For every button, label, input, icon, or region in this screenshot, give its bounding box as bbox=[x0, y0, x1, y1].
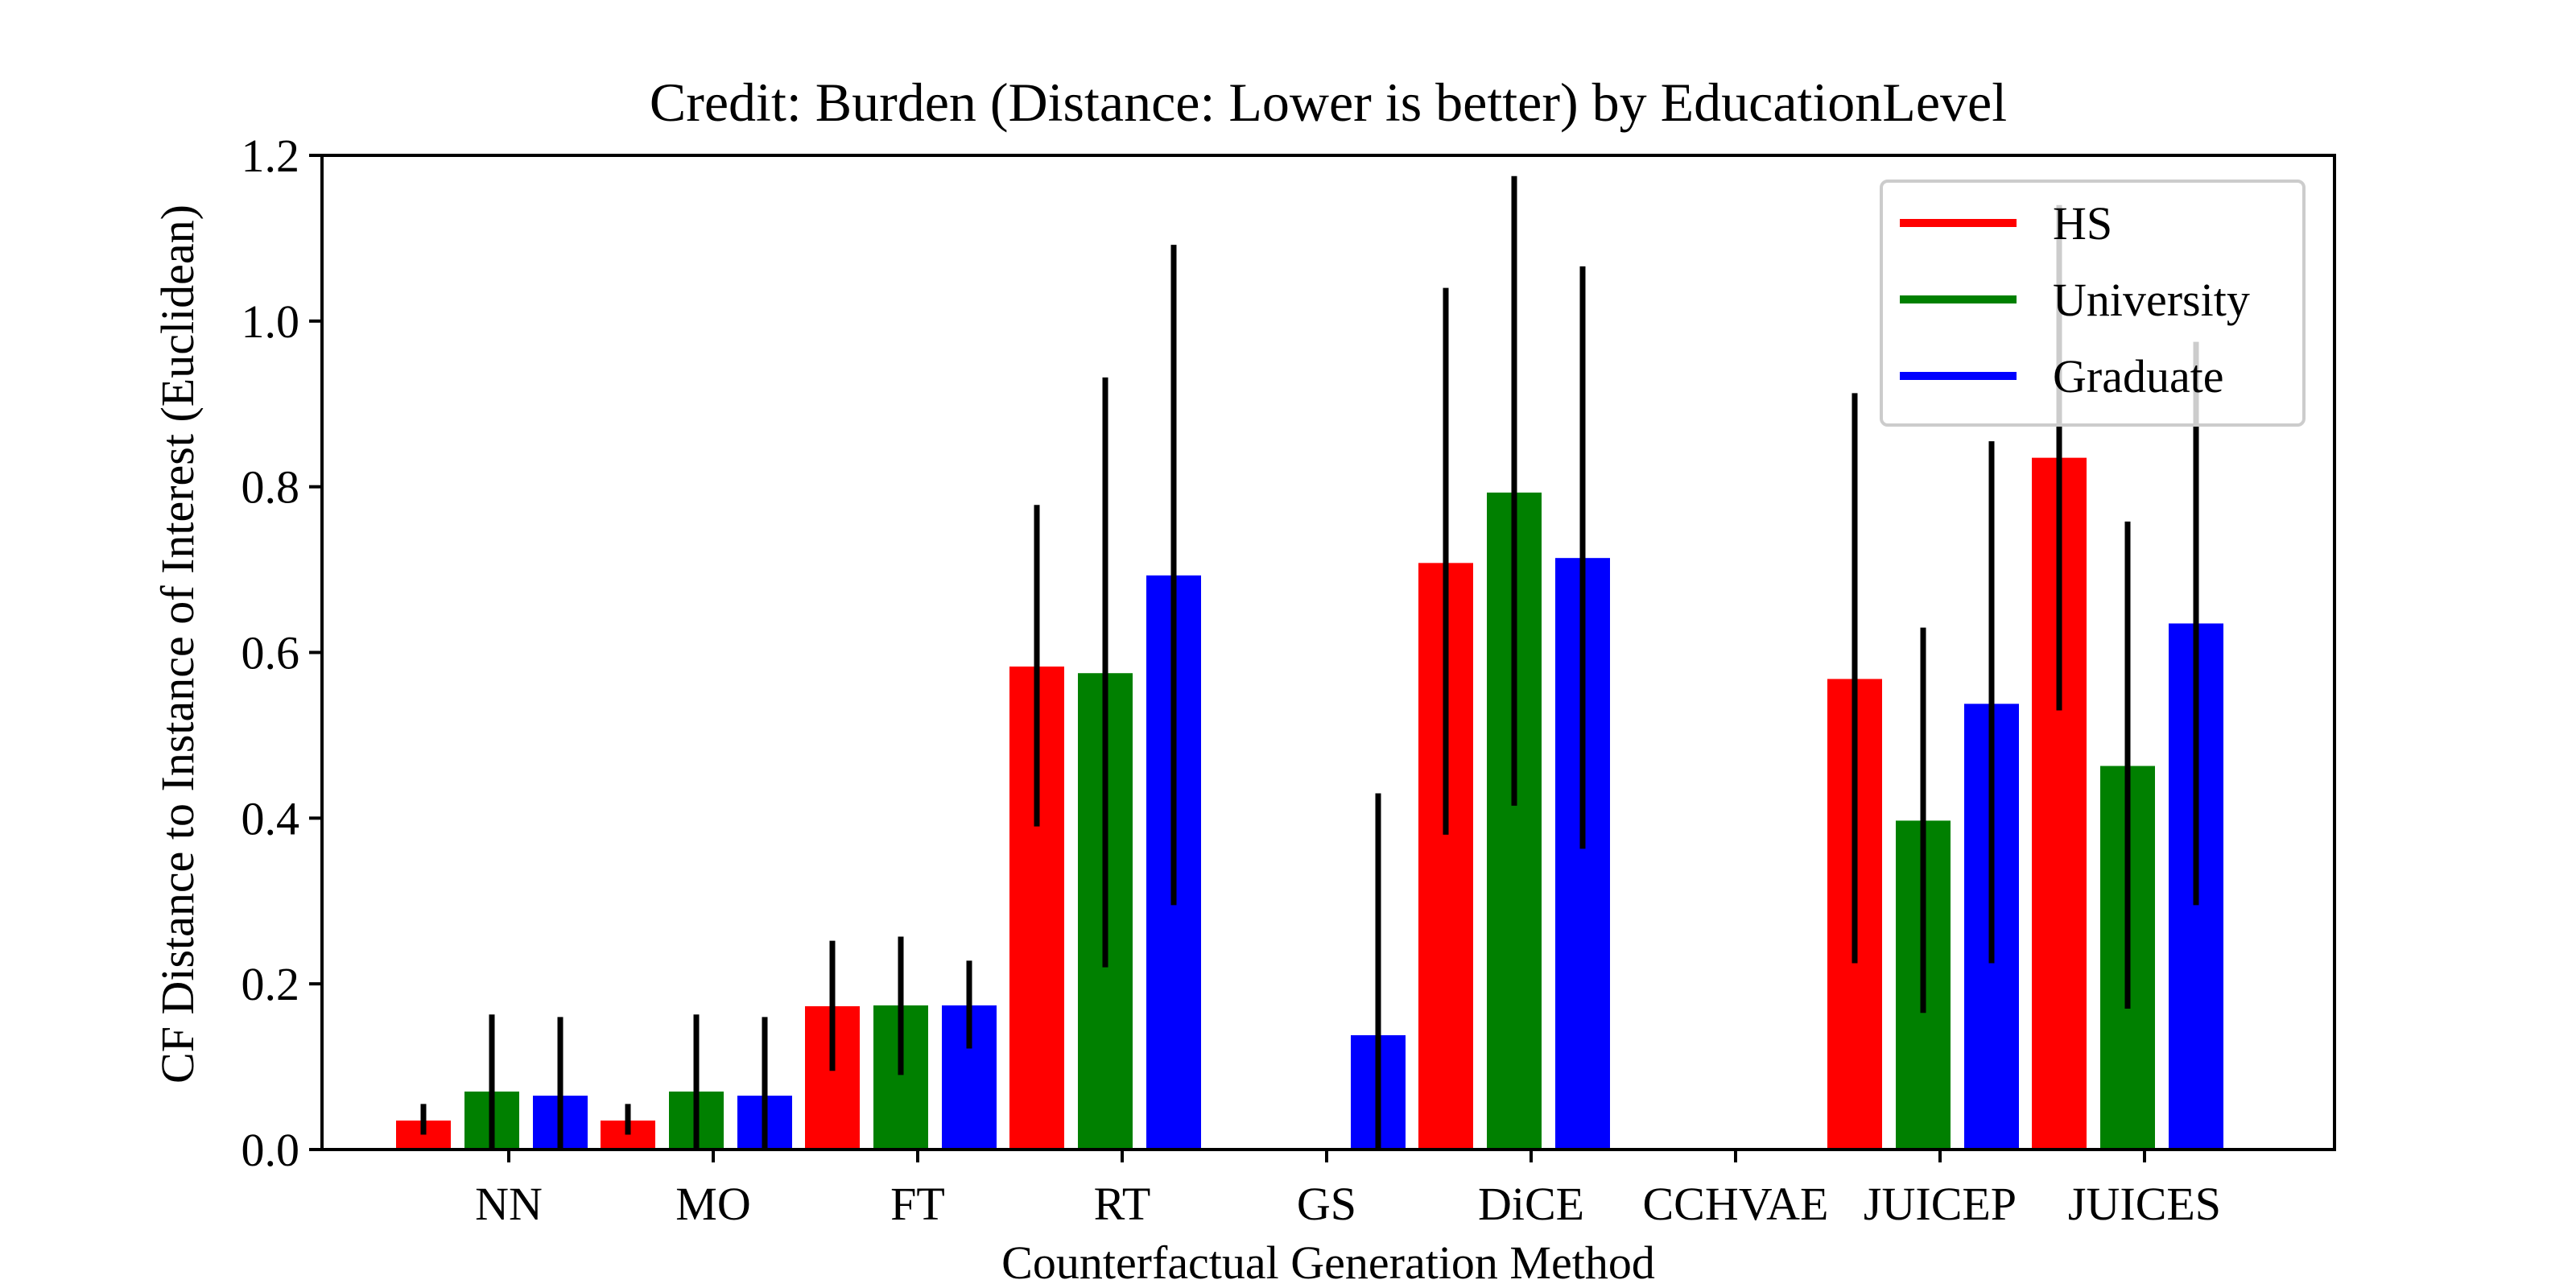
legend-label-graduate: Graduate bbox=[2053, 350, 2224, 402]
y-tick-label: 0.2 bbox=[242, 958, 300, 1010]
y-tick-label: 0.0 bbox=[242, 1124, 300, 1176]
y-tick-label: 0.8 bbox=[242, 461, 300, 514]
x-tick-label: MO bbox=[675, 1178, 750, 1230]
error-bars-layer bbox=[420, 175, 2199, 1150]
legend: HS University Graduate bbox=[1880, 180, 2306, 427]
x-tick-label: DiCE bbox=[1478, 1178, 1584, 1230]
legend-label-hs: HS bbox=[2053, 197, 2112, 250]
legend-label-university: University bbox=[2053, 274, 2250, 326]
x-tick-label: FT bbox=[890, 1178, 945, 1230]
y-tick-label: 0.6 bbox=[242, 627, 300, 679]
y-axis-ticks: 0.0 0.2 0.4 0.6 0.8 1.0 1.2 bbox=[242, 130, 322, 1176]
x-tick-label: NN bbox=[475, 1178, 543, 1230]
x-tick-label: CCHVAE bbox=[1643, 1178, 1829, 1230]
x-tick-label: JUICEP bbox=[1864, 1178, 2017, 1230]
x-axis-label: Counterfactual Generation Method bbox=[1001, 1236, 1655, 1288]
y-tick-label: 1.2 bbox=[242, 130, 300, 182]
legend-box bbox=[1880, 180, 2306, 427]
chart-title: Credit: Burden (Distance: Lower is bette… bbox=[650, 72, 2007, 133]
x-tick-label: JUICES bbox=[2068, 1178, 2221, 1230]
x-tick-label: GS bbox=[1297, 1178, 1356, 1230]
y-axis-label: CF Distance to Instance of Interest (Euc… bbox=[151, 204, 204, 1084]
y-tick-label: 0.4 bbox=[242, 792, 300, 844]
x-tick-label: RT bbox=[1094, 1178, 1151, 1230]
x-axis-ticks: NN MO FT RT GS DiCE CCHVAE JUICEP JUICES bbox=[475, 1150, 2221, 1230]
y-tick-label: 1.0 bbox=[242, 295, 300, 348]
bars-layer bbox=[396, 457, 2223, 1150]
